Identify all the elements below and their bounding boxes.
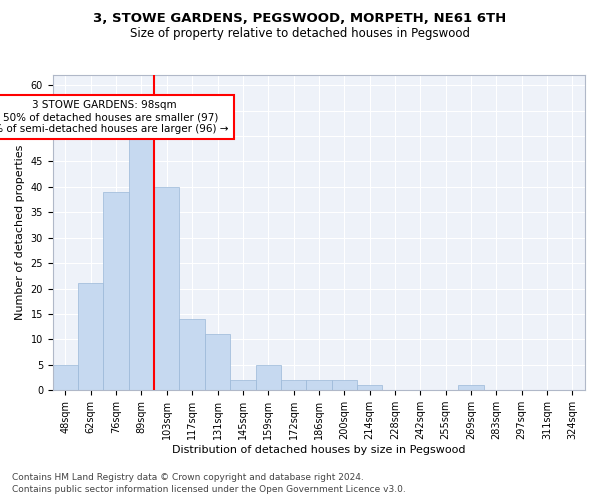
Text: Contains public sector information licensed under the Open Government Licence v3: Contains public sector information licen… [12,486,406,494]
Bar [230,380,256,390]
Text: 3 STOWE GARDENS: 98sqm
← 50% of detached houses are smaller (97)
49% of semi-det: 3 STOWE GARDENS: 98sqm ← 50% of detached… [0,100,229,134]
Y-axis label: Number of detached properties: Number of detached properties [15,145,25,320]
Bar [205,334,230,390]
Bar [103,192,129,390]
Bar [179,319,205,390]
Text: Contains HM Land Registry data © Crown copyright and database right 2024.: Contains HM Land Registry data © Crown c… [12,473,364,482]
Bar [154,187,179,390]
Bar [332,380,357,390]
Text: Size of property relative to detached houses in Pegswood: Size of property relative to detached ho… [130,28,470,40]
Bar [306,380,332,390]
Text: 3, STOWE GARDENS, PEGSWOOD, MORPETH, NE61 6TH: 3, STOWE GARDENS, PEGSWOOD, MORPETH, NE6… [94,12,506,26]
Bar [53,365,78,390]
X-axis label: Distribution of detached houses by size in Pegswood: Distribution of detached houses by size … [172,445,466,455]
Bar [458,385,484,390]
Bar [357,385,382,390]
Bar [281,380,306,390]
Bar [78,284,103,390]
Bar [256,365,281,390]
Bar [129,136,154,390]
